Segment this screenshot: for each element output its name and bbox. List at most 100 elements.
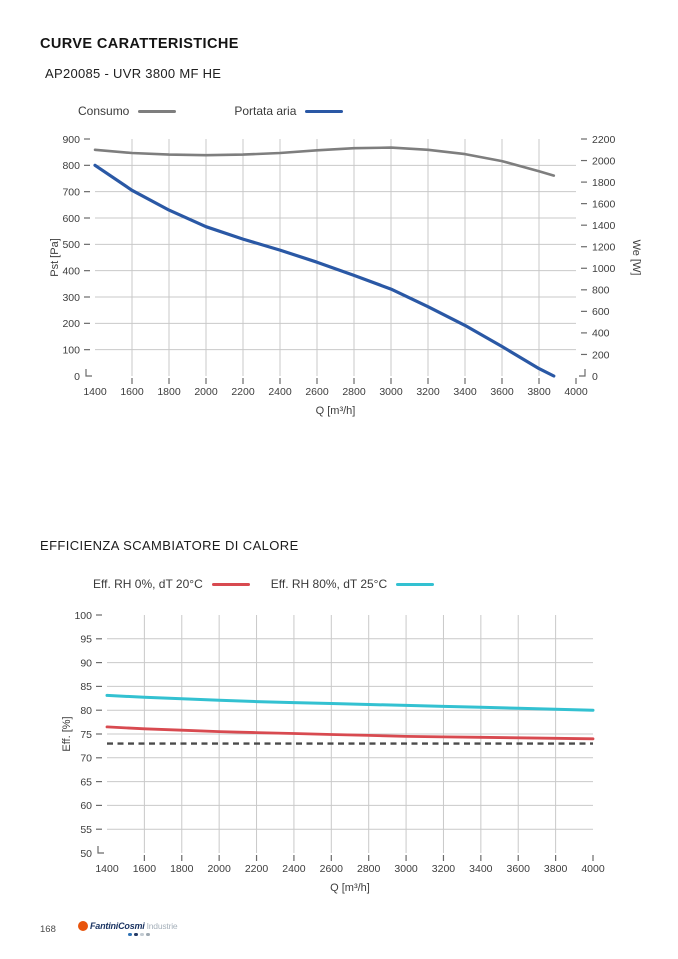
series-0 [105, 725, 595, 741]
svg-text:800: 800 [62, 160, 80, 172]
svg-text:Eff. [%]: Eff. [%] [61, 716, 73, 751]
logo-row: FantiniCosmi Industrie [78, 921, 178, 931]
svg-text:2600: 2600 [305, 386, 329, 398]
svg-text:75: 75 [80, 729, 92, 741]
svg-text:1600: 1600 [133, 863, 157, 875]
svg-text:2400: 2400 [268, 386, 292, 398]
svg-text:600: 600 [62, 213, 80, 225]
axes: 1400 1600 1800 2000 2200 2400 2600 2800 3000 3200… [49, 134, 642, 417]
svg-text:4000: 4000 [581, 863, 605, 875]
fan-curve-chart: 1400 1600 1800 2000 2200 2400 2600 2800 3000 3200… [49, 134, 642, 417]
svg-text:3200: 3200 [432, 863, 456, 875]
svg-text:We [W]: We [W] [630, 240, 642, 276]
page-title: CURVE CARATTERISTICHE [40, 36, 239, 52]
gridlines [95, 139, 576, 376]
svg-text:1800: 1800 [170, 863, 194, 875]
svg-text:900: 900 [62, 134, 80, 146]
svg-text:1400: 1400 [83, 386, 107, 398]
gridlines [107, 615, 593, 853]
svg-text:3000: 3000 [394, 863, 418, 875]
rh80-label: Eff. RH 80%, dT 25°C [270, 577, 388, 591]
svg-text:3800: 3800 [527, 386, 551, 398]
svg-text:70: 70 [80, 753, 92, 765]
series-1 [105, 693, 595, 712]
page-number: 168 [40, 924, 56, 935]
svg-text:1400: 1400 [592, 220, 616, 232]
svg-text:0: 0 [74, 371, 80, 383]
svg-text:3400: 3400 [453, 386, 477, 398]
axes: 1400 1600 1800 2000 2200 2400 2600 2800 3000 3200… [61, 610, 605, 894]
svg-text:2400: 2400 [282, 863, 306, 875]
svg-text:600: 600 [592, 306, 610, 318]
svg-text:2200: 2200 [231, 386, 255, 398]
consumo-label: Consumo [78, 104, 130, 118]
svg-text:3800: 3800 [544, 863, 568, 875]
legend-item-rh0: Eff. RH 0%, dT 20°C [93, 577, 250, 591]
logo-dot-icon [146, 932, 150, 936]
legend-item-portata-aria: Portata aria [234, 104, 344, 118]
svg-text:4000: 4000 [564, 386, 588, 398]
chart2-legend: Eff. RH 0%, dT 20°C Eff. RH 80%, dT 25°C [93, 577, 435, 591]
svg-text:60: 60 [80, 800, 92, 812]
svg-text:300: 300 [62, 292, 80, 304]
svg-text:2600: 2600 [320, 863, 344, 875]
svg-text:1800: 1800 [157, 386, 181, 398]
series-0 [93, 146, 556, 177]
svg-text:2000: 2000 [592, 155, 616, 167]
svg-text:1200: 1200 [592, 242, 616, 254]
svg-text:500: 500 [62, 239, 80, 251]
svg-text:0: 0 [592, 371, 598, 383]
logo-dot-icon [134, 932, 138, 936]
svg-text:800: 800 [592, 285, 610, 297]
svg-text:1000: 1000 [592, 263, 616, 275]
svg-text:2000: 2000 [207, 863, 231, 875]
efficiency-section-title: EFFICIENZA SCAMBIATORE DI CALORE [40, 538, 299, 553]
svg-text:85: 85 [80, 681, 92, 693]
logo-dots [128, 932, 177, 936]
fantini-cosmi-logo: FantiniCosmi Industrie [78, 921, 178, 936]
chart1-subtitle: AP20085 - UVR 3800 MF HE [45, 66, 222, 81]
rh0-label: Eff. RH 0%, dT 20°C [93, 577, 203, 591]
logo-dot-icon [140, 932, 144, 936]
series-1 [93, 163, 556, 378]
svg-text:3600: 3600 [490, 386, 514, 398]
svg-text:700: 700 [62, 186, 80, 198]
svg-text:2000: 2000 [194, 386, 218, 398]
logo-suffix-text: Industrie [146, 921, 178, 931]
svg-text:100: 100 [62, 344, 80, 356]
legend-item-consumo: Consumo [78, 104, 177, 118]
svg-text:200: 200 [62, 318, 80, 330]
svg-text:80: 80 [80, 705, 92, 717]
rh80-line-swatch [396, 582, 435, 586]
logo-mark-icon [78, 921, 88, 931]
portata-aria-line-swatch [305, 109, 344, 113]
svg-text:Pst [Pa]: Pst [Pa] [49, 238, 61, 277]
svg-text:3400: 3400 [469, 863, 493, 875]
svg-text:55: 55 [80, 824, 92, 836]
logo-dot-icon [128, 932, 132, 936]
svg-text:Q [m³/h]: Q [m³/h] [330, 882, 370, 894]
chart1-legend: Consumo Portata aria [78, 104, 344, 118]
svg-text:200: 200 [592, 349, 610, 361]
svg-text:2200: 2200 [592, 134, 616, 146]
svg-text:100: 100 [74, 610, 92, 622]
legend-item-rh80: Eff. RH 80%, dT 25°C [270, 577, 435, 591]
svg-text:3000: 3000 [379, 386, 403, 398]
svg-text:2800: 2800 [357, 863, 381, 875]
svg-text:1400: 1400 [95, 863, 119, 875]
svg-text:2200: 2200 [245, 863, 269, 875]
rh0-line-swatch [211, 582, 250, 586]
svg-text:95: 95 [80, 634, 92, 646]
svg-text:90: 90 [80, 657, 92, 669]
svg-text:1600: 1600 [120, 386, 144, 398]
svg-text:2800: 2800 [342, 386, 366, 398]
svg-text:50: 50 [80, 848, 92, 860]
svg-text:400: 400 [592, 328, 610, 340]
svg-text:3200: 3200 [416, 386, 440, 398]
efficiency-chart: 1400 1600 1800 2000 2200 2400 2600 2800 3000 3200… [61, 610, 605, 894]
svg-text:Q [m³/h]: Q [m³/h] [316, 405, 356, 417]
svg-text:400: 400 [62, 265, 80, 277]
svg-text:3600: 3600 [507, 863, 531, 875]
svg-text:65: 65 [80, 776, 92, 788]
